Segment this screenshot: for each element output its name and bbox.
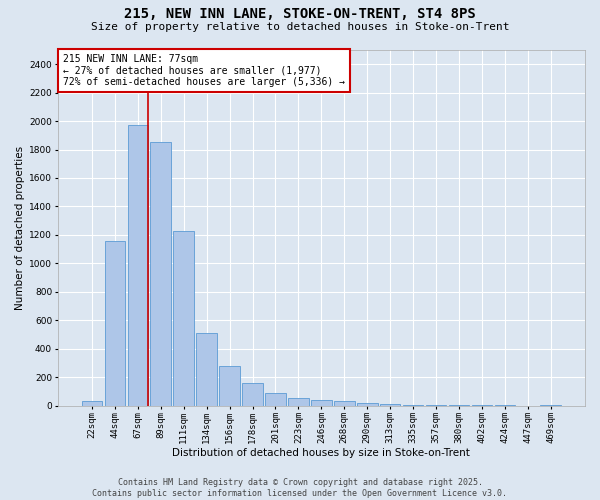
Bar: [357, 402, 377, 406]
Bar: [128, 126, 148, 406]
Bar: [104, 240, 125, 406]
Bar: [334, 402, 355, 406]
Bar: [219, 366, 240, 406]
Bar: [242, 383, 263, 406]
Text: 215, NEW INN LANE, STOKE-ON-TRENT, ST4 8PS: 215, NEW INN LANE, STOKE-ON-TRENT, ST4 8…: [124, 8, 476, 22]
Text: 215 NEW INN LANE: 77sqm
← 27% of detached houses are smaller (1,977)
72% of semi: 215 NEW INN LANE: 77sqm ← 27% of detache…: [63, 54, 345, 87]
Bar: [311, 400, 332, 406]
Bar: [403, 405, 424, 406]
Bar: [196, 333, 217, 406]
Bar: [151, 142, 171, 406]
X-axis label: Distribution of detached houses by size in Stoke-on-Trent: Distribution of detached houses by size …: [172, 448, 470, 458]
Y-axis label: Number of detached properties: Number of detached properties: [15, 146, 25, 310]
Bar: [173, 230, 194, 406]
Bar: [380, 404, 400, 406]
Bar: [82, 402, 103, 406]
Bar: [265, 392, 286, 406]
Text: Size of property relative to detached houses in Stoke-on-Trent: Size of property relative to detached ho…: [91, 22, 509, 32]
Text: Contains HM Land Registry data © Crown copyright and database right 2025.
Contai: Contains HM Land Registry data © Crown c…: [92, 478, 508, 498]
Bar: [288, 398, 309, 406]
Bar: [541, 405, 561, 406]
